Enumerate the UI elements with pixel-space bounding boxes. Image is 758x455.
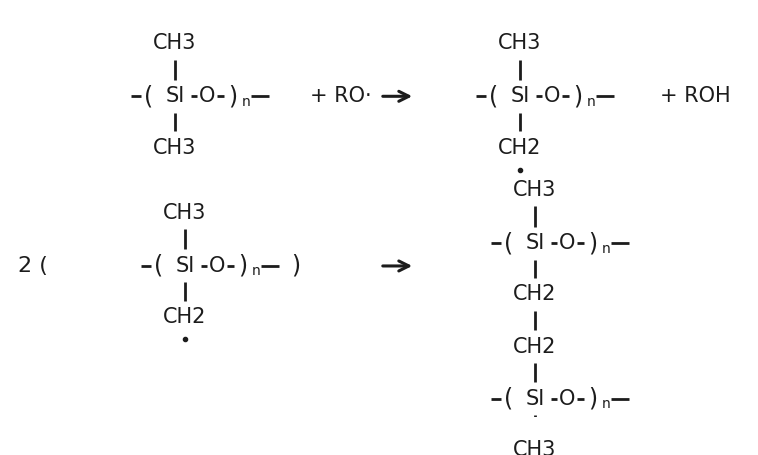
Text: (: ( xyxy=(504,231,514,255)
Text: SI: SI xyxy=(175,256,195,276)
Text: SI: SI xyxy=(165,86,185,106)
Text: + ROH: + ROH xyxy=(660,86,731,106)
Text: (: ( xyxy=(155,254,164,278)
Text: O: O xyxy=(543,86,560,106)
Text: SI: SI xyxy=(510,86,530,106)
Text: CH3: CH3 xyxy=(163,203,207,223)
Text: O: O xyxy=(559,389,575,409)
Text: n: n xyxy=(252,264,261,278)
Text: CH2: CH2 xyxy=(163,307,207,327)
Text: n: n xyxy=(587,95,595,109)
Text: CH3: CH3 xyxy=(498,33,542,53)
Text: O: O xyxy=(208,256,225,276)
Text: CH3: CH3 xyxy=(513,180,556,200)
Text: n: n xyxy=(602,397,610,411)
Text: CH3: CH3 xyxy=(153,33,196,53)
Text: ): ) xyxy=(588,387,597,411)
Text: CH3: CH3 xyxy=(153,138,196,157)
Text: ): ) xyxy=(588,231,597,255)
Text: CH2: CH2 xyxy=(498,138,542,157)
Text: ): ) xyxy=(574,84,583,108)
Text: SI: SI xyxy=(525,233,545,253)
Text: CH2: CH2 xyxy=(513,284,556,304)
Text: 2 (: 2 ( xyxy=(18,256,48,276)
Text: CH2: CH2 xyxy=(513,337,556,357)
Text: O: O xyxy=(199,86,215,106)
Text: SI: SI xyxy=(525,389,545,409)
Text: ): ) xyxy=(239,254,248,278)
Text: n: n xyxy=(242,95,250,109)
Text: CH3: CH3 xyxy=(513,440,556,455)
Text: n: n xyxy=(602,242,610,256)
Text: ): ) xyxy=(291,254,300,278)
Text: (: ( xyxy=(490,84,499,108)
Text: ): ) xyxy=(228,84,237,108)
Text: (: ( xyxy=(504,387,514,411)
Text: O: O xyxy=(559,233,575,253)
Text: (: ( xyxy=(145,84,154,108)
Text: + RO·: + RO· xyxy=(310,86,371,106)
